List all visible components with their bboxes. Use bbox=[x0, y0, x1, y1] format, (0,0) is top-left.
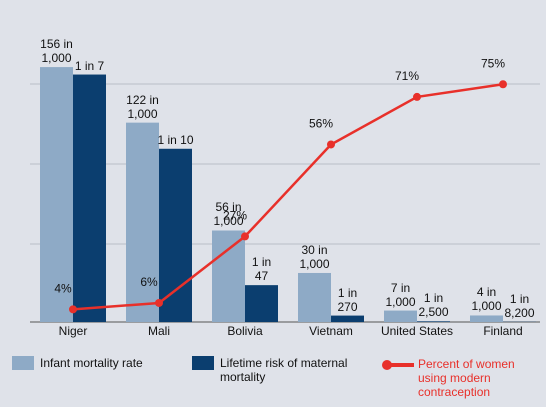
legend-label: Lifetime risk of maternal mortality bbox=[220, 356, 348, 384]
data-label: 4% bbox=[54, 281, 72, 295]
data-label: 1 in 7 bbox=[74, 58, 105, 73]
line-marker bbox=[327, 140, 335, 149]
data-label: 27% bbox=[223, 209, 247, 223]
data-label: 122 in 1,000 bbox=[126, 92, 159, 121]
bar bbox=[212, 230, 245, 322]
bar bbox=[245, 285, 278, 322]
x-tick-label: Finland bbox=[483, 324, 522, 338]
legend-swatch bbox=[192, 356, 214, 370]
data-label: 56 in 1,000 bbox=[213, 200, 244, 229]
data-label: 1 in 270 bbox=[337, 285, 358, 314]
data-label: 30 in 1,000 bbox=[299, 242, 330, 271]
x-tick-label: Mali bbox=[148, 324, 170, 338]
legend-marker bbox=[382, 360, 392, 370]
data-label: 6% bbox=[140, 275, 158, 289]
data-label: 4 in 1,000 bbox=[471, 285, 502, 314]
line-marker bbox=[499, 80, 507, 89]
legend-label: Percent of women using modern contracept… bbox=[418, 357, 515, 399]
bar bbox=[40, 67, 73, 323]
data-label: 56% bbox=[309, 117, 333, 131]
x-tick-label: Niger bbox=[59, 324, 88, 338]
bar bbox=[159, 148, 192, 322]
legend-label: Infant mortality rate bbox=[40, 356, 143, 370]
x-tick-label: Vietnam bbox=[309, 324, 353, 338]
bar bbox=[417, 321, 450, 322]
bar bbox=[470, 315, 503, 322]
data-label: 1 in 8,200 bbox=[504, 291, 535, 320]
bar bbox=[126, 122, 159, 323]
x-tick-label: Bolivia bbox=[227, 324, 263, 338]
data-label: 75% bbox=[481, 56, 505, 70]
bar bbox=[73, 74, 106, 322]
line-marker bbox=[155, 298, 163, 307]
data-label: 71% bbox=[395, 69, 419, 83]
data-label: 1 in 10 bbox=[157, 132, 194, 147]
bar bbox=[384, 310, 417, 322]
line-marker bbox=[241, 232, 249, 241]
x-tick-label: United States bbox=[381, 324, 453, 338]
legend-swatch bbox=[12, 356, 34, 370]
line-marker bbox=[413, 92, 421, 101]
line bbox=[72, 83, 504, 311]
data-label: 7 in 1,000 bbox=[385, 280, 416, 309]
data-label: 156 in 1,000 bbox=[40, 37, 73, 66]
data-label: 1 in 47 bbox=[251, 255, 272, 284]
line-marker bbox=[69, 305, 77, 314]
legend-line bbox=[384, 363, 414, 367]
bar bbox=[331, 315, 364, 322]
bar bbox=[298, 272, 331, 322]
data-label: 1 in 2,500 bbox=[418, 291, 449, 320]
